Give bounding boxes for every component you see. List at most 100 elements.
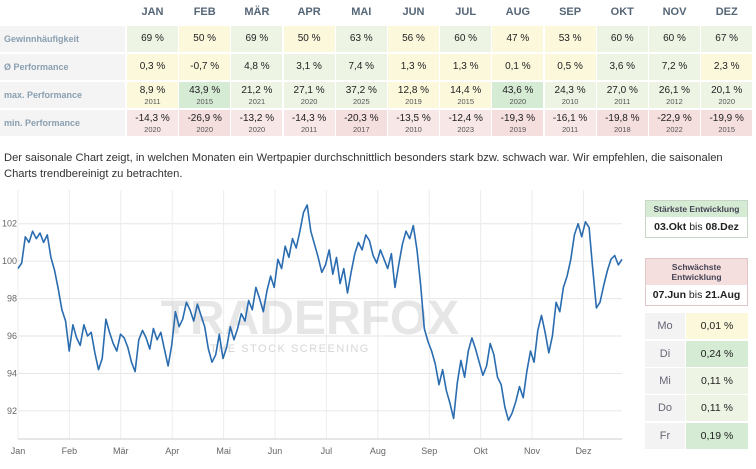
cell-value: 7,4 % <box>348 61 375 72</box>
table-cell: 60 % <box>596 26 648 52</box>
x-tick-label: Aug <box>370 446 386 456</box>
cell-value: 56 % <box>402 33 425 44</box>
table-cell: 20,1 % 2020 <box>701 82 753 108</box>
table-cell: 60 % <box>440 26 492 52</box>
month-header: JUL <box>455 6 477 18</box>
cell-value: 67 % <box>715 33 739 44</box>
cell-year: 2012 <box>666 97 683 106</box>
table-cell: 0,5 % <box>544 54 596 80</box>
table-cell: 7,4 % <box>335 54 387 80</box>
cell-year: 2020 <box>144 125 161 134</box>
table-cell: -12,4 % 2023 <box>440 110 492 136</box>
month-header: DEZ <box>715 6 738 18</box>
table-cell: -19,9 % 2015 <box>701 110 753 136</box>
table-cell: 43,9 % 2015 <box>179 82 231 108</box>
table-cell: 1,3 % <box>440 54 492 80</box>
cell-year: 2020 <box>196 125 214 134</box>
month-header: MÄR <box>244 6 270 18</box>
cell-value: -19,8 % <box>605 113 640 124</box>
table-cell: 21,2 % 2021 <box>231 82 283 108</box>
month-header: NOV <box>662 6 687 18</box>
y-tick-label: 92 <box>7 406 17 416</box>
cell-value: 2,3 % <box>713 61 740 72</box>
description-text: Der saisonale Chart zeigt, in welchen Mo… <box>4 152 723 180</box>
cell-year: 2019 <box>509 125 527 134</box>
x-tick-label: Sep <box>421 446 437 456</box>
cell-year: 2015 <box>457 97 475 106</box>
table-cell: 24,3 % 2010 <box>544 82 596 108</box>
cell-value: -12,4 % <box>448 113 483 124</box>
y-tick-label: 102 <box>2 219 17 229</box>
seasonal-chart: TRADERFOX THE STOCK SCREENING 92 94 96 98 10… <box>2 190 623 456</box>
weekday-value: 0,01 % <box>686 313 748 339</box>
strongest-sep: bis <box>689 221 703 233</box>
x-tick-label: Jul <box>321 446 333 456</box>
chart-grid <box>17 190 622 439</box>
table-cell: 14,4 % 2015 <box>440 82 492 108</box>
cell-value: 21,2 % <box>241 85 273 96</box>
weekday-name: Do <box>645 395 685 421</box>
series-line <box>17 204 623 422</box>
strongest-from: 03.Okt <box>654 221 687 233</box>
cell-value: 3,6 % <box>609 61 636 72</box>
weekday-name: Mo <box>645 313 685 339</box>
cell-value: 60 % <box>663 33 686 44</box>
month-header: OKT <box>610 6 634 18</box>
weekday-name: Mi <box>645 368 685 394</box>
cell-value: -19,9 % <box>709 113 744 124</box>
row-label: max. Performance <box>0 82 125 108</box>
x-tick-label: Mär <box>113 446 129 456</box>
table-cell: 63 % <box>335 26 387 52</box>
table-cell: 4,8 % <box>231 54 283 80</box>
y-tick-label: 94 <box>7 368 17 378</box>
cell-value: 0,3 % <box>139 61 166 72</box>
table-cell: 8,9 % 2011 <box>127 82 178 108</box>
weakest-period-box: Schwächste Entwicklung 07.Jun bis 21.Aug <box>645 258 748 306</box>
table-cell: 7,2 % <box>649 54 700 80</box>
table-cell: 1,3 % <box>388 54 439 80</box>
table-cell: -26,9 % 2020 <box>179 110 231 136</box>
weekday-row: Di 0,24 % <box>645 341 748 367</box>
cell-value: 7,2 % <box>661 61 688 72</box>
cell-value: 8,9 % <box>139 85 166 96</box>
table-cell: 69 % <box>231 26 283 52</box>
weakest-title: Schwächste Entwicklung <box>646 259 747 285</box>
cell-year: 2011 <box>562 125 579 134</box>
table-cell: 2,3 % <box>701 54 753 80</box>
month-header: JAN <box>141 6 164 18</box>
cell-value: 1,3 % <box>452 61 479 72</box>
cell-year: 2011 <box>614 97 631 106</box>
table-cell: 27,1 % 2020 <box>283 82 335 108</box>
cell-year: 2018 <box>613 125 631 134</box>
cell-year: 2011 <box>144 97 161 106</box>
x-tick-label: Jun <box>268 446 283 456</box>
cell-value: 43,6 % <box>502 85 534 96</box>
cell-value: 37,2 % <box>345 85 377 96</box>
table-cell: -14,3 % 2011 <box>283 110 335 136</box>
table-cell: 60 % <box>649 26 700 52</box>
cell-value: 63 % <box>349 33 373 44</box>
strongest-period: 03.Okt bis 08.Dez <box>646 217 747 237</box>
strongest-title: Stärkste Entwicklung <box>646 201 747 217</box>
watermark-brand: TRADERFOX <box>161 292 460 345</box>
cell-value: 43,9 % <box>189 85 221 96</box>
table-cell: 43,6 % 2020 <box>492 82 544 108</box>
table-cell: 53 % <box>544 26 596 52</box>
cell-year: 2017 <box>352 125 370 134</box>
y-tick-label: 98 <box>7 294 17 304</box>
table-cell: -14,3 % 2020 <box>127 110 178 136</box>
cell-value: -26,9 % <box>187 113 222 124</box>
cell-value: -14,3 % <box>291 113 327 124</box>
table-cell: 67 % <box>701 26 753 52</box>
weekday-name: Fr <box>645 423 685 449</box>
table-cell: -13,5 % 2010 <box>388 110 439 136</box>
y-tick-label: 96 <box>7 331 17 341</box>
cell-year: 2010 <box>405 125 422 134</box>
cell-value: -0,7 % <box>190 61 220 72</box>
table-cell: 12,8 % 2019 <box>388 82 439 108</box>
table-cell: 0,1 % <box>492 54 544 80</box>
month-header: AUG <box>505 6 531 18</box>
month-header: APR <box>297 6 321 18</box>
cell-value: 60 % <box>610 33 634 44</box>
table-cell: -13,2 % 2020 <box>231 110 283 136</box>
